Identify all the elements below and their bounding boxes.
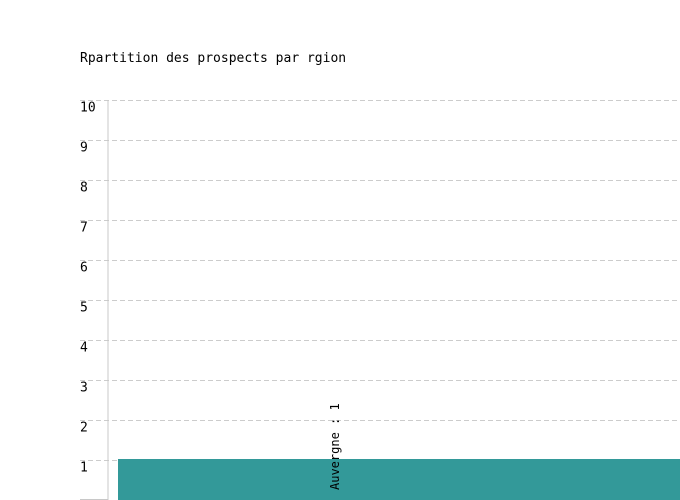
y-tick-label: 10 [80,101,96,116]
y-tick-label: 7 [80,221,88,236]
y-tick-label: 6 [80,261,88,276]
chart-title: Rpartition des prospects par rgion [80,51,346,66]
y-tick-label: 9 [80,141,88,156]
bar-auvergne [118,459,680,500]
y-tick-label: 1 [80,461,88,476]
y-tick-label: 5 [80,301,88,316]
y-axis-ticks: 1 2 3 4 5 6 7 8 9 10 [80,101,96,476]
bars: Auvergne : 1 [118,403,680,500]
y-tick-label: 4 [80,341,88,356]
gridlines [80,100,680,461]
bar-data-label: Auvergne : 1 [328,403,342,490]
y-tick-label: 2 [80,421,88,436]
y-tick-label: 3 [80,381,88,396]
y-tick-label: 8 [80,181,88,196]
